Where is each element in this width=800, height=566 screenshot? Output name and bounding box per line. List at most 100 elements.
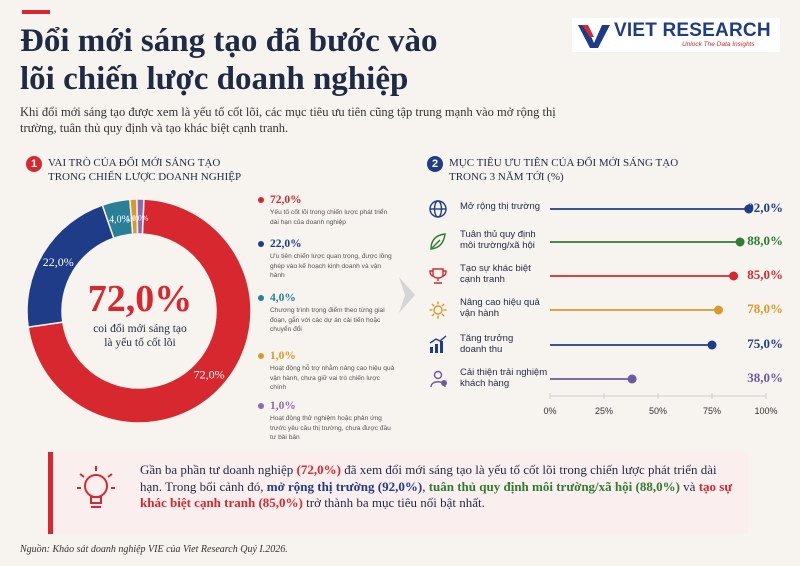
donut-slice-label: 1,0% — [132, 213, 149, 222]
bar-value-label: 88,0% — [747, 233, 783, 248]
insight-highlight: tạo sự khác biệt cạnh tranh (85,0%) — [140, 478, 733, 511]
insight-text-part: , — [422, 478, 429, 494]
lollipop-dot — [729, 271, 739, 281]
bar-value-label: 75,0% — [747, 336, 783, 351]
bar-category-label: Cải thiện trải nghiệm khách hàng — [460, 367, 555, 389]
bar-category-line: môi trường/xã hội — [460, 240, 535, 251]
lollipop-dot — [627, 374, 637, 384]
insight-text: Gần ba phần tư doanh nghiệp (72,0%) đã x… — [140, 462, 740, 512]
bar-category-label: Nâng cao hiệu quả vận hành — [460, 297, 555, 319]
page-title: Đổi mới sáng tạo đã bước vào lõi chiến l… — [20, 22, 520, 98]
donut-slice-label: 72,0% — [194, 367, 225, 381]
globe-icon — [429, 200, 447, 218]
section1-title-line1: VAI TRÒ CỦA ĐỔI MỚI SÁNG TẠO — [48, 157, 221, 169]
priority-lollipop-chart — [429, 200, 767, 399]
legend-description: Ưu tiên chiến lược quan trọng, được lồng… — [270, 253, 392, 279]
title-accent-bar — [22, 10, 50, 14]
insight-highlight: mở rộng thị trường (92,0%) — [266, 478, 423, 494]
legend-value: 72,0% — [270, 194, 302, 206]
donut-slice-label: 1,0% — [126, 213, 143, 223]
lollipop-dot — [707, 340, 717, 350]
bar-category-line: vận hành — [460, 308, 500, 319]
donut-center-label-line2: là yếu tố cốt lõi — [104, 337, 176, 349]
page-title-line1: Đổi mới sáng tạo đã bước vào — [20, 23, 438, 59]
insight-highlight: (72,0%) — [296, 462, 341, 477]
legend-value: 1,0% — [270, 400, 296, 412]
section2-title-line1: MỤC TIÊU ƯU TIÊN CỦA ĐỔI MỚI SÁNG TẠO — [449, 157, 679, 169]
page-title-line2: lõi chiến lược doanh nghiệp — [20, 61, 409, 97]
bar-category-line: Cải thiện trải nghiệm — [460, 367, 548, 378]
donut-slice-label: 22,0% — [43, 255, 74, 269]
bar-category-line: Tăng trưởng — [460, 333, 514, 344]
legend-value: 22,0% — [270, 238, 302, 250]
donut-center-value: 72,0% — [87, 278, 193, 320]
bar-category-line: doanh thu — [460, 344, 503, 355]
donut-slice — [136, 198, 145, 235]
lollipop-dot — [744, 204, 754, 214]
legend-value: 1,0% — [270, 350, 296, 362]
legend-dot — [258, 241, 264, 247]
insight-highlight: tuân thủ quy định môi trường/xã hội (88,… — [428, 478, 680, 494]
page-subtitle: Khi đổi mới sáng tạo được xem là yếu tố … — [20, 105, 556, 135]
legend-description: Hoạt động hỗ trợ nhằm nâng cao hiệu quả … — [270, 365, 395, 391]
bar-category-line: Nâng cao hiệu quả — [460, 297, 540, 308]
bar-category-label: Tăng trưởng doanh thu — [460, 333, 555, 355]
x-tick-label: 50% — [648, 406, 667, 416]
bar-category-line: Tuân thủ quy định — [460, 229, 536, 240]
customer-icon — [430, 370, 447, 388]
bar-category-line: cạnh tranh — [460, 274, 505, 285]
x-tick-label: 25% — [594, 406, 613, 416]
lollipop-dot — [735, 237, 745, 247]
bar-value-label: 85,0% — [747, 267, 783, 282]
chevron-right-icon — [399, 277, 415, 313]
legend-description: Yếu tố cốt lõi trong chiến lược phát tri… — [270, 209, 388, 226]
x-tick-label: 75% — [702, 406, 721, 416]
bar-value-label: 78,0% — [747, 301, 783, 316]
legend-dot — [258, 197, 264, 203]
bar-value-label: 92,0% — [747, 200, 783, 215]
donut-slice-label: 4,0% — [109, 215, 130, 226]
key-insight-box: Gần ba phần tư doanh nghiệp (72,0%) đã x… — [48, 452, 748, 534]
insight-text-part: đã xem đổi mới sáng tạo là yếu tố cốt lõ… — [140, 462, 717, 494]
role-donut-chart: 72,0% 22,0% 4,0%1,0%1,0% — [26, 198, 252, 424]
source-note: Nguồn: Khảo sát doanh nghiệp VIE của Vie… — [20, 544, 288, 555]
section2-title-line2: TRONG 3 NĂM TỚI (%) — [449, 171, 564, 183]
legend-value: 4,0% — [270, 292, 296, 304]
section2-number-badge: 2 — [427, 156, 443, 172]
bar-value-label: 38,0% — [747, 370, 783, 385]
section1-title: VAI TRÒ CỦA ĐỔI MỚI SÁNG TẠO TRONG CHIẾN… — [48, 156, 241, 184]
insight-text-part: và — [679, 478, 699, 494]
legend-dot — [258, 353, 264, 359]
bar-category-label: Tuân thủ quy định môi trường/xã hội — [460, 229, 555, 251]
legend-description: Chương trình trọng điểm theo từng giai đ… — [270, 307, 385, 333]
growth-chart-icon — [429, 335, 447, 353]
bar-category-label: Tạo sự khác biệt cạnh tranh — [460, 263, 555, 285]
lollipop-dot — [713, 305, 723, 315]
insight-accent-bar — [48, 452, 53, 534]
viet-research-logo: VIET RESEARCH Unlock The Data Insights — [572, 18, 780, 52]
x-tick-label: 0% — [543, 406, 557, 416]
legend-dot — [258, 403, 264, 409]
bar-category-line: Mở rộng thị trường — [460, 201, 541, 212]
legend-dot — [258, 295, 264, 301]
logo-mark-icon — [578, 25, 610, 48]
x-tick-label: 100% — [754, 406, 778, 416]
section1-title-line2: TRONG CHIẾN LƯỢC DOANH NGHIỆP — [48, 171, 242, 183]
bar-category-line: Tạo sự khác biệt — [460, 263, 531, 274]
donut-slice — [27, 198, 252, 424]
donut-center-label: coi đổi mới sáng tạo là yếu tố cốt lõi — [70, 322, 210, 350]
section2-title: MỤC TIÊU ƯU TIÊN CỦA ĐỔI MỚI SÁNG TẠO TR… — [449, 156, 678, 184]
insight-text-part: Gần ba phần tư doanh nghiệp — [140, 462, 297, 477]
legend-description: Hoạt động thử nghiệm hoặc phản ứng trước… — [270, 415, 391, 441]
logo-name: VIET RESEARCH — [614, 20, 771, 41]
donut-center-label-line1: coi đổi mới sáng tạo — [93, 323, 187, 335]
leaf-icon — [430, 233, 446, 250]
trophy-icon — [429, 268, 447, 284]
logo-tagline: Unlock The Data Insights — [682, 41, 755, 48]
bar-category-line: khách hàng — [460, 378, 510, 389]
gear-icon — [429, 301, 447, 319]
lightbulb-icon — [77, 466, 115, 508]
insight-text-part: trở thành ba mục tiêu nổi bật nhất. — [302, 495, 485, 510]
section1-number-badge: 1 — [26, 156, 42, 172]
bar-category-label: Mở rộng thị trường — [460, 201, 555, 212]
